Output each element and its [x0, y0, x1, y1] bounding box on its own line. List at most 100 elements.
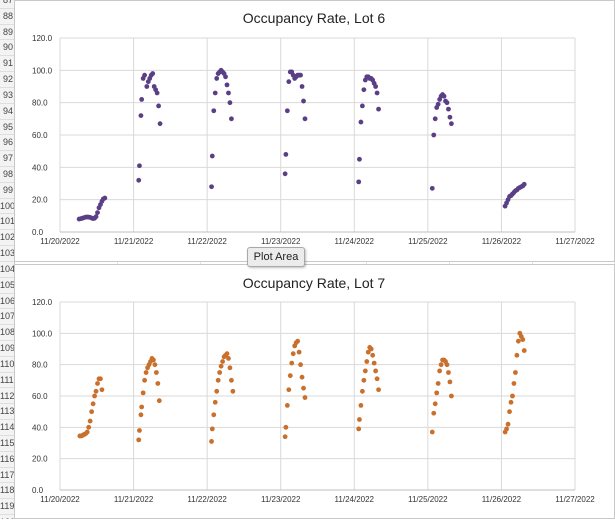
- row-number[interactable]: 102: [0, 230, 14, 247]
- y-tick-label: 100.0: [32, 66, 53, 75]
- y-tick-label: 40.0: [32, 163, 48, 172]
- x-tick-label: 11/26/2022: [482, 495, 522, 504]
- data-point: [287, 373, 293, 379]
- row-number[interactable]: 107: [0, 309, 14, 326]
- row-number[interactable]: 96: [0, 135, 14, 152]
- chart-title: Occupancy Rate, Lot 6: [243, 10, 386, 26]
- data-point: [371, 360, 377, 366]
- data-point: [435, 101, 441, 107]
- data-point: [302, 116, 308, 122]
- data-point: [137, 163, 142, 169]
- data-point: [142, 377, 148, 383]
- data-point: [376, 387, 381, 393]
- row-number[interactable]: 90: [0, 40, 14, 57]
- row-number[interactable]: 100: [0, 199, 14, 215]
- row-number[interactable]: 112: [0, 389, 14, 405]
- data-point: [295, 338, 301, 344]
- data-point: [157, 121, 163, 127]
- row-number[interactable]: 95: [0, 120, 14, 136]
- data-point: [282, 171, 288, 177]
- row-number[interactable]: 111: [0, 373, 14, 389]
- row-number[interactable]: 109: [0, 341, 14, 357]
- data-point: [286, 387, 292, 393]
- data-point: [301, 385, 306, 391]
- row-number[interactable]: 103: [0, 246, 14, 262]
- data-point: [515, 338, 521, 344]
- data-point: [209, 153, 215, 159]
- row-number[interactable]: 117: [0, 468, 14, 484]
- row-number[interactable]: 101: [0, 214, 14, 231]
- row-number[interactable]: 119: [0, 499, 14, 516]
- data-point: [217, 370, 223, 375]
- row-number[interactable]: 92: [0, 72, 14, 88]
- row-number[interactable]: 93: [0, 88, 14, 104]
- data-point: [434, 390, 440, 396]
- data-point: [90, 401, 96, 407]
- data-point: [143, 370, 149, 375]
- data-point: [431, 410, 437, 416]
- y-tick-label: 80.0: [32, 99, 48, 108]
- chart-lot-6[interactable]: Occupancy Rate, Lot 6 0.0 20.0 40.0 60.0 80.0…: [14, 0, 615, 262]
- data-point: [150, 71, 156, 76]
- row-number[interactable]: 115: [0, 436, 14, 452]
- row-number[interactable]: 116: [0, 452, 14, 468]
- data-point: [223, 74, 228, 80]
- data-point: [209, 184, 214, 190]
- x-tick-label: 11/24/2022: [335, 237, 375, 246]
- y-tick-label: 60.0: [32, 131, 48, 140]
- data-point: [301, 98, 306, 104]
- row-number[interactable]: 104: [0, 262, 14, 278]
- data-point: [144, 84, 150, 89]
- data-point: [507, 409, 512, 415]
- chart-lot-7[interactable]: Occupancy Rate, Lot 7 0.0 20.0 40.0 60.0 80.0…: [14, 264, 615, 519]
- row-number[interactable]: 105: [0, 278, 14, 294]
- data-point: [95, 210, 100, 216]
- row-number[interactable]: 120: [0, 515, 14, 519]
- data-point: [356, 426, 362, 432]
- data-point: [224, 82, 230, 88]
- row-number[interactable]: 87: [0, 0, 14, 9]
- data-point: [302, 395, 308, 400]
- data-point: [139, 404, 145, 410]
- data-point: [211, 108, 217, 114]
- data-point: [84, 429, 90, 435]
- row-number[interactable]: 113: [0, 404, 14, 421]
- data-point: [156, 398, 162, 404]
- x-tick-label: 11/20/2022: [40, 495, 80, 504]
- row-number[interactable]: 106: [0, 294, 14, 310]
- data-point: [154, 90, 160, 96]
- data-point: [139, 97, 145, 102]
- data-point: [444, 100, 450, 106]
- data-point: [376, 106, 381, 112]
- x-tick-label: 11/26/2022: [482, 237, 522, 246]
- data-point: [429, 185, 435, 191]
- row-number[interactable]: 114: [0, 420, 14, 436]
- data-point: [137, 428, 142, 433]
- row-number[interactable]: 94: [0, 104, 14, 120]
- row-number[interactable]: 98: [0, 167, 14, 183]
- row-number[interactable]: 88: [0, 9, 14, 25]
- y-tick-label: 0.0: [32, 486, 44, 495]
- row-number[interactable]: 99: [0, 183, 14, 199]
- y-tick-label: 20.0: [32, 455, 48, 464]
- data-point: [218, 363, 224, 369]
- x-tick-label: 11/24/2022: [335, 495, 375, 504]
- data-point: [98, 376, 103, 382]
- data-point: [136, 177, 142, 183]
- data-point: [429, 429, 435, 435]
- row-number[interactable]: 89: [0, 25, 14, 41]
- row-number[interactable]: 110: [0, 357, 14, 373]
- y-tick-label: 80.0: [32, 361, 48, 370]
- data-point: [211, 412, 217, 418]
- data-point: [99, 387, 105, 393]
- data-point: [365, 349, 371, 355]
- data-point: [358, 403, 364, 408]
- row-number[interactable]: 108: [0, 325, 14, 342]
- data-point: [357, 417, 362, 422]
- row-number[interactable]: 91: [0, 56, 14, 73]
- row-number[interactable]: 97: [0, 151, 14, 167]
- data-point: [446, 370, 451, 375]
- data-point: [95, 381, 100, 386]
- row-number[interactable]: 118: [0, 483, 14, 500]
- data-point: [226, 356, 231, 361]
